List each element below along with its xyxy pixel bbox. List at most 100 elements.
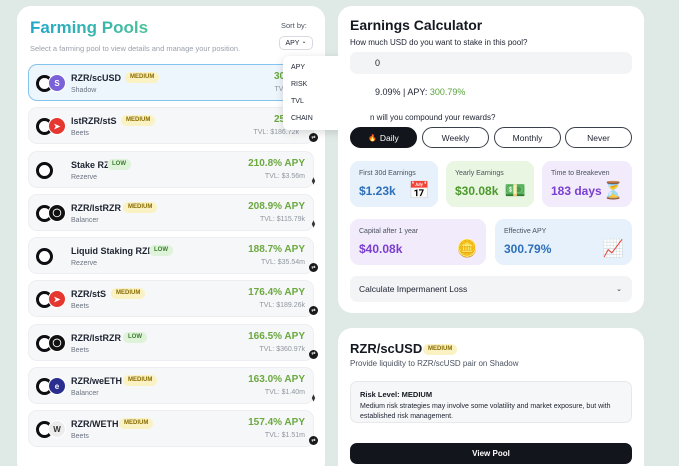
pool-name: RZR/weETH — [71, 376, 123, 387]
pool-row[interactable]: ◯ RZR/lstRZR MEDIUM Balancer 208.9% APY TVL: … — [28, 193, 315, 231]
pair-token-icon: ➤ — [48, 290, 66, 309]
farming-pools-title: Farming Pools — [30, 18, 149, 37]
sonic-chain-icon: ⇄ — [309, 263, 318, 273]
calculator-title: Earnings Calculator — [350, 17, 483, 33]
pool-row[interactable]: ➤ RZR/stS MEDIUM Beets 176.4% APY TVL: $189.2… — [28, 280, 318, 318]
risk-description: Medium risk strategies may involve some … — [360, 403, 611, 420]
stake-question: How much USD do you want to stake in thi… — [350, 38, 528, 47]
pool-name: RZR/WETH — [71, 419, 119, 430]
frequency-label: Never — [587, 132, 610, 143]
risk-badge: MEDIUM — [111, 288, 146, 300]
card-value: $40.08k — [359, 242, 403, 256]
apr-apy-line: 9.09% | APY: 300.79% — [375, 87, 465, 97]
pool-row[interactable]: W RZR/WETH MEDIUM Beets 157.4% APY TVL: $1.51… — [28, 410, 318, 448]
flame-icon: 🔥 — [368, 134, 377, 142]
impermanent-loss-label: Calculate Impermanent Loss — [359, 284, 468, 294]
pool-dex: Balancer — [71, 390, 99, 398]
rzr-token-icon — [36, 161, 53, 179]
apy-value: 300.79% — [429, 87, 466, 97]
chevron-down-icon: ⌄ — [301, 39, 307, 45]
pool-name: Liquid Staking RZR — [71, 246, 154, 257]
pool-name: RZR/stS — [71, 289, 107, 300]
frequency-label: Weekly — [441, 132, 470, 143]
pool-token-icons — [36, 247, 66, 266]
card-label: Effective APY — [504, 228, 547, 235]
pool-token-icons: S — [36, 74, 66, 92]
pool-apy: 157.4% APY — [248, 417, 305, 429]
compound-frequency-group: 🔥 Daily Weekly Monthly Never — [350, 127, 632, 148]
pool-tvl: TVL: $360.97k — [259, 345, 305, 353]
pool-tvl: TVL: $3.56m — [264, 172, 305, 180]
card-value: 300.79% — [504, 242, 552, 256]
time-to-breakeven-card: Time to Breakeven 183 days ⏳ — [542, 161, 632, 207]
compound-question: n will you compound your rewards? — [370, 113, 496, 122]
pair-token-icon: S — [48, 74, 66, 92]
yearly-earnings-card: Yearly Earnings $30.08k 💵 — [446, 161, 534, 207]
pool-name: RZR/lstRZR — [71, 202, 121, 213]
pool-apy: 163.0% APY — [248, 374, 305, 386]
pool-dex: Rezerve — [71, 260, 98, 268]
pool-detail-risk-badge: MEDIUM — [423, 344, 458, 355]
pool-name: lstRZR/stS — [71, 116, 117, 127]
risk-badge: MEDIUM — [125, 72, 160, 83]
pool-tvl: TVL: $115.79k — [259, 215, 305, 223]
effective-apy-card: Effective APY 300.79% 📈 — [495, 219, 632, 265]
coins-icon: 🪙 — [456, 239, 478, 258]
sort-option-chain[interactable]: CHAIN — [291, 115, 313, 122]
pool-row[interactable]: ➤lstRZR/stSMEDIUMBeets254.1TVL: $186.72k… — [28, 107, 318, 145]
risk-info-box: Risk Level: MEDIUM Medium risk strategie… — [350, 381, 632, 423]
sort-select[interactable]: APY ⌄ — [279, 36, 313, 50]
ethereum-chain-icon: ⧫ — [311, 178, 316, 186]
pool-detail-title: RZR/scUSD — [350, 341, 423, 356]
impermanent-loss-toggle[interactable]: Calculate Impermanent Loss ⌄ — [350, 276, 632, 302]
sonic-chain-icon: ⇄ — [309, 436, 318, 446]
first-30d-earnings-card: First 30d Earnings $1.23k 📅 — [350, 161, 438, 207]
pool-dex: Rezerve — [71, 173, 98, 181]
frequency-daily-button[interactable]: 🔥 Daily — [350, 127, 417, 148]
pool-apy: 210.8% APY — [248, 157, 305, 169]
sort-select-value: APY — [285, 39, 300, 47]
stake-amount-input[interactable] — [350, 52, 632, 74]
pool-tvl: TVL: $1.51m — [264, 432, 305, 440]
frequency-monthly-button[interactable]: Monthly — [494, 127, 561, 148]
hourglass-icon: ⏳ — [602, 181, 624, 200]
frequency-weekly-button[interactable]: Weekly — [422, 127, 489, 148]
risk-badge: MEDIUM — [121, 115, 156, 127]
pool-row[interactable]: Stake RZR LOW Rezerve 210.8% APY TVL: $3.56m… — [28, 150, 315, 188]
sonic-chain-icon: ⇄ — [309, 306, 318, 316]
pair-token-icon: W — [48, 420, 66, 439]
sort-option-risk[interactable]: RISK — [291, 81, 308, 88]
card-value: $30.08k — [455, 184, 499, 198]
pool-name: Stake RZR — [71, 159, 117, 170]
pool-dex: Beets — [71, 130, 89, 138]
pool-dex: Beets — [71, 346, 89, 354]
pair-token-icon: e — [48, 377, 66, 396]
pool-apy: 166.5% APY — [248, 330, 305, 342]
pool-token-icons: ◯ — [36, 203, 66, 222]
risk-level-heading: Risk Level: MEDIUM — [360, 390, 433, 399]
sort-option-apy[interactable]: APY — [291, 64, 306, 71]
pool-row[interactable]: Liquid Staking RZR LOW Rezerve 188.7% APY TV… — [28, 237, 318, 275]
sort-option-tvl[interactable]: TVL — [291, 98, 304, 105]
card-label: Time to Breakeven — [551, 170, 610, 177]
pool-apy: 188.7% APY — [248, 244, 305, 256]
pair-token-icon: ◯ — [48, 203, 66, 222]
sort-label: Sort by: — [281, 21, 307, 30]
pool-tvl: TVL: $1.40m — [264, 389, 305, 397]
apr-text: 9.09% | APY: — [375, 87, 430, 97]
risk-badge: MEDIUM — [123, 201, 158, 213]
capital-after-1-year-card: Capital after 1 year $40.08k 🪙 — [350, 219, 486, 265]
pool-row[interactable]: ◯ RZR/lstRZR LOW Beets 166.5% APY TVL: $360.9… — [28, 323, 318, 361]
sonic-chain-icon: ⇄ — [309, 349, 318, 359]
chart-up-icon: 📈 — [602, 239, 624, 258]
pool-token-icons: e — [36, 377, 66, 396]
frequency-never-button[interactable]: Never — [565, 127, 632, 148]
frequency-label: Daily — [379, 132, 399, 143]
pool-row[interactable]: e RZR/weETH MEDIUM Balancer 163.0% APY TVL: $… — [28, 367, 315, 405]
sonic-chain-icon: ⇄ — [309, 133, 318, 143]
rzr-token-icon — [36, 248, 53, 266]
view-pool-button[interactable]: View Pool — [350, 443, 632, 464]
risk-badge: LOW — [149, 245, 173, 257]
